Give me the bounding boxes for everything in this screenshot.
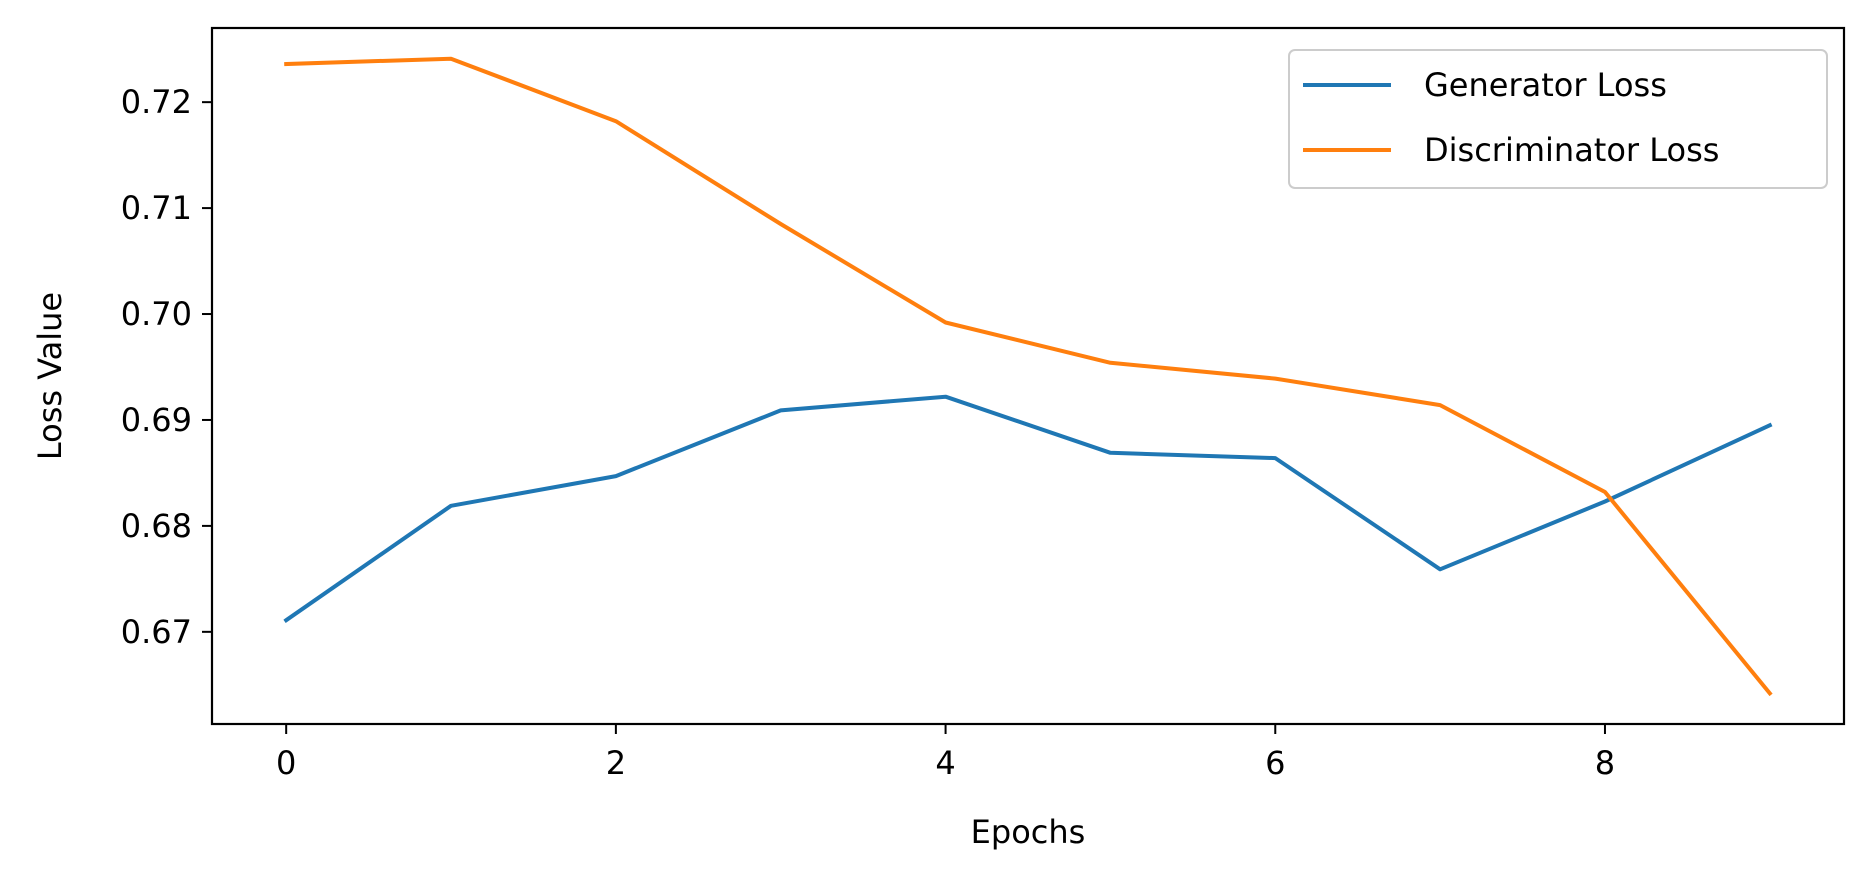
y-tick-label: 0.70 bbox=[121, 295, 192, 333]
legend: Generator Loss Discriminator Loss bbox=[1288, 49, 1828, 189]
series-line-discriminator-loss bbox=[284, 56, 1773, 697]
x-tick-label: 8 bbox=[1595, 744, 1615, 782]
y-tick-label: 0.68 bbox=[121, 507, 192, 545]
legend-label: Discriminator Loss bbox=[1424, 131, 1719, 169]
legend-box bbox=[1288, 49, 1828, 189]
y-axis-ticks: 0.67 0.68 0.69 0.70 0.71 0.72 bbox=[121, 83, 212, 651]
x-tick-label: 6 bbox=[1265, 744, 1285, 782]
x-axis-ticks: 0 2 4 6 8 bbox=[276, 724, 1615, 782]
series-line-generator-loss bbox=[283, 394, 1773, 623]
x-axis-label: Epochs bbox=[971, 813, 1086, 851]
x-tick-label: 4 bbox=[935, 744, 955, 782]
axes bbox=[210, 26, 1846, 726]
plot-area bbox=[283, 56, 1773, 697]
y-tick-label: 0.69 bbox=[121, 401, 192, 439]
y-tick-label: 0.67 bbox=[121, 613, 192, 651]
x-tick-label: 2 bbox=[606, 744, 626, 782]
legend-label: Generator Loss bbox=[1424, 66, 1667, 104]
y-axis-label: Loss Value bbox=[31, 292, 69, 460]
plot-frame bbox=[210, 26, 1846, 726]
x-tick-label: 0 bbox=[276, 744, 296, 782]
y-tick-label: 0.71 bbox=[121, 189, 192, 227]
y-tick-label: 0.72 bbox=[121, 83, 192, 121]
